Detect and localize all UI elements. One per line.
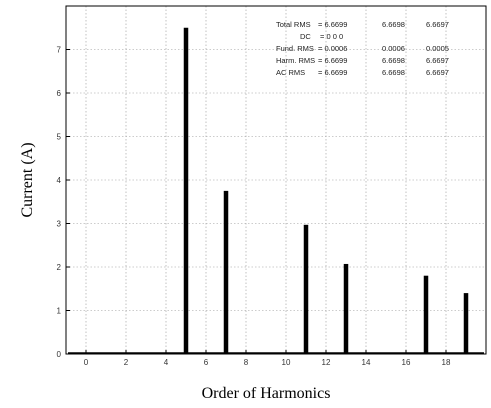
stat-value-1: = 6.6699: [318, 68, 347, 77]
bar-harmonic-17: [423, 275, 429, 354]
y-tick-label: 5: [57, 133, 62, 142]
stat-label: DC: [300, 32, 311, 41]
stat-value-3: 6.6697: [426, 20, 449, 29]
x-tick-label: 18: [442, 358, 451, 367]
grid-lines: [66, 6, 486, 354]
x-tick-label: 0: [84, 358, 89, 367]
bar-harmonic-7: [223, 190, 229, 354]
stat-label: Harm. RMS: [276, 56, 315, 65]
x-tick-label: 8: [244, 358, 249, 367]
x-axis-label: Order of Harmonics: [202, 385, 331, 402]
stat-value-2: 0.0006: [382, 44, 405, 53]
y-tick-label: 3: [57, 220, 62, 229]
y-axis-ticks: 0 1 2 3 4 5 6 7: [57, 46, 70, 359]
y-axis-label: Current (A): [19, 142, 36, 217]
stat-value-1: = 6.6699: [318, 20, 347, 29]
x-axis-ticks: 0 2 4 6 8 10 12 14 16 18: [84, 350, 451, 367]
rms-statistics-box: Total RMS = 6.6699 6.6698 6.6697 DC = 0 0 0 Fu…: [276, 20, 449, 77]
stat-value-3: 6.6697: [426, 68, 449, 77]
x-tick-label: 14: [362, 358, 371, 367]
x-tick-label: 4: [164, 358, 169, 367]
stat-label: Fund. RMS: [276, 44, 314, 53]
bar-harmonic-5: [183, 27, 189, 354]
stat-value-3: 0.0005: [426, 44, 449, 53]
y-tick-label: 6: [57, 89, 62, 98]
x-tick-label: 2: [124, 358, 129, 367]
stat-value-2: 6.6698: [382, 56, 405, 65]
x-tick-label: 6: [204, 358, 209, 367]
stat-label: AC RMS: [276, 68, 305, 77]
bar-harmonic-11: [303, 224, 309, 354]
x-tick-label: 12: [322, 358, 331, 367]
y-tick-label: 4: [57, 176, 62, 185]
y-tick-label: 1: [57, 307, 62, 316]
stat-value-2: 6.6698: [382, 20, 405, 29]
y-tick-label: 2: [57, 263, 62, 272]
bar-harmonic-13: [343, 263, 349, 354]
bar-harmonic-19: [463, 293, 469, 354]
stat-label: Total RMS: [276, 20, 311, 29]
x-tick-label: 10: [282, 358, 291, 367]
y-tick-label: 7: [57, 46, 62, 55]
x-tick-label: 16: [402, 358, 411, 367]
stat-value-2: 6.6698: [382, 68, 405, 77]
stat-value-1: = 0.0006: [318, 44, 347, 53]
stat-value-1: = 6.6699: [318, 56, 347, 65]
y-tick-label: 0: [57, 350, 62, 359]
stat-value-3: 6.6697: [426, 56, 449, 65]
stat-value-1: = 0 0 0: [320, 32, 343, 41]
bar-series: [68, 27, 484, 354]
